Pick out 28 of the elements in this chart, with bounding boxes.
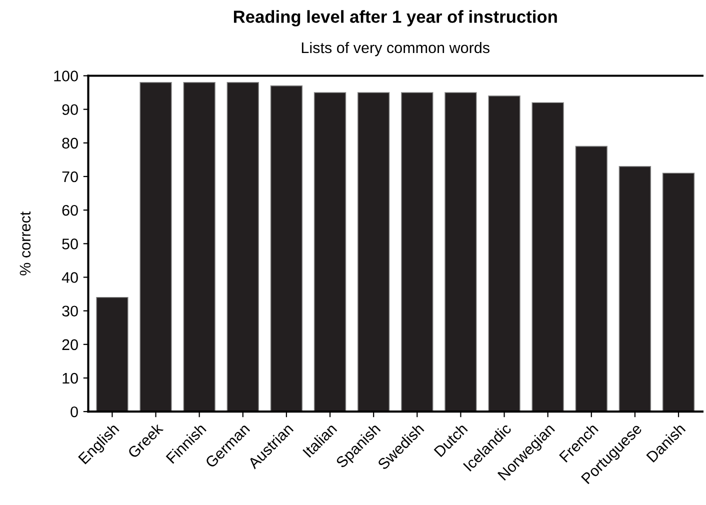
bar — [226, 82, 259, 412]
y-tick-label: 30 — [62, 306, 78, 317]
y-tick-label: 90 — [62, 104, 78, 116]
bar — [532, 102, 564, 412]
bar — [314, 92, 346, 412]
y-tick-label: 40 — [62, 272, 78, 283]
chart-subtitle: Lists of very common words — [302, 42, 490, 56]
bar — [662, 172, 695, 412]
y-tick-label: 10 — [62, 372, 78, 384]
bar — [401, 92, 434, 412]
bar — [444, 92, 477, 412]
bar — [357, 92, 390, 412]
y-tick-label: 20 — [62, 339, 78, 350]
y-tick-label: 50 — [62, 238, 78, 250]
bar — [270, 85, 303, 412]
bar — [575, 146, 608, 412]
bar — [140, 82, 172, 412]
y-axis-title: % correct — [20, 212, 31, 276]
chart-title: Reading level after 1 year of instruction — [234, 10, 557, 26]
y-tick-label: 0 — [70, 406, 78, 418]
y-tick-label: 60 — [62, 204, 78, 216]
bar — [183, 82, 216, 412]
y-tick-label: 100 — [54, 70, 78, 82]
bar — [618, 166, 652, 412]
bar — [488, 95, 520, 412]
y-tick-label: 80 — [62, 138, 78, 149]
bar — [96, 296, 128, 412]
y-tick-label: 70 — [62, 171, 78, 182]
